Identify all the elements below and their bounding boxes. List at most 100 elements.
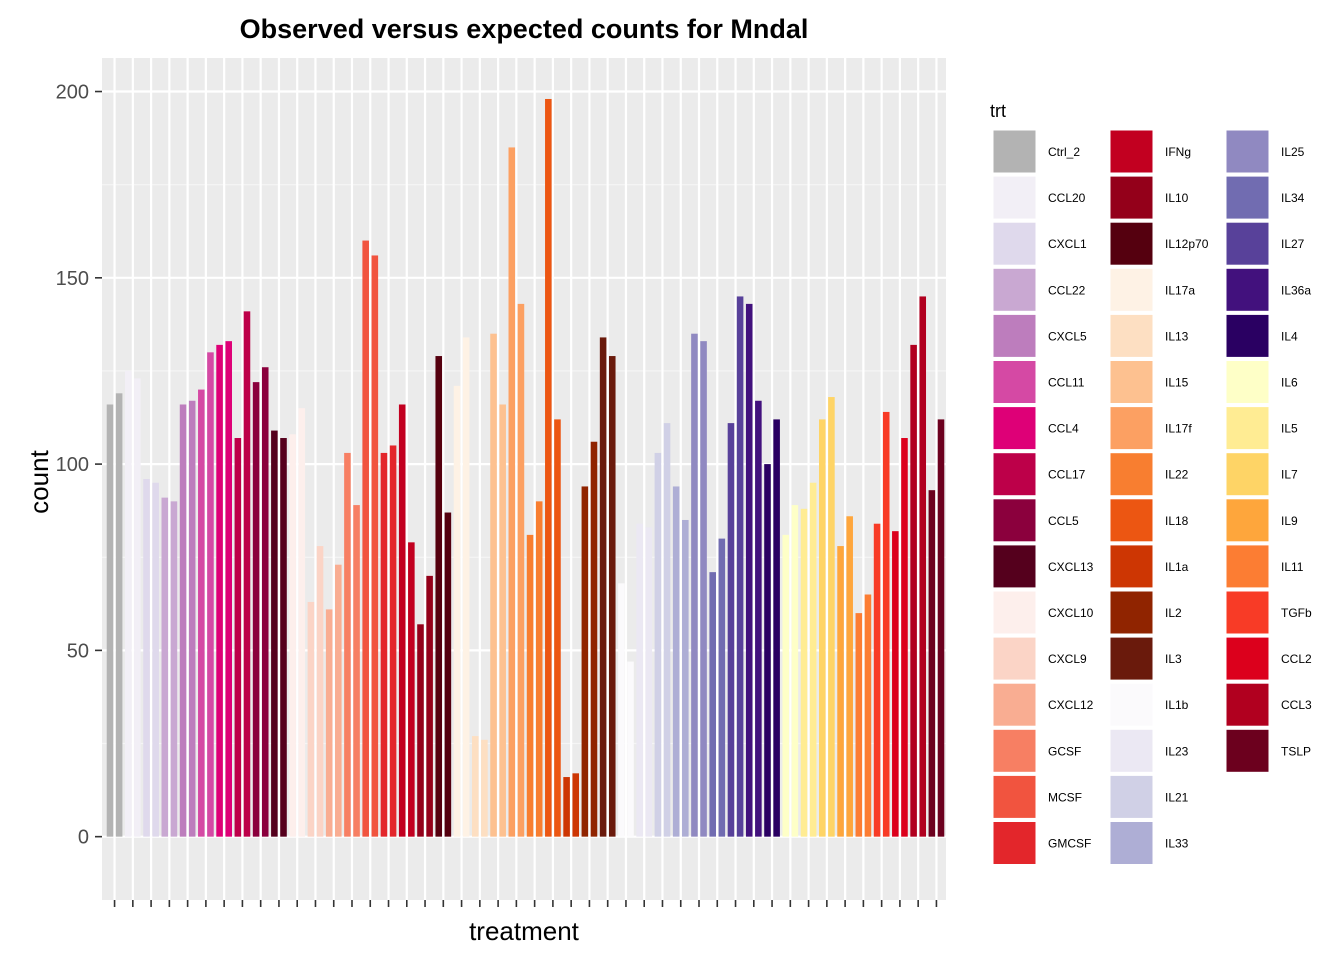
legend-key-CXCL10 bbox=[992, 590, 1037, 635]
legend-label-IL13: IL13 bbox=[1165, 329, 1189, 343]
bar-IL15 bbox=[490, 333, 497, 837]
bar-IL10 bbox=[426, 575, 433, 837]
legend-key-IL3 bbox=[1109, 636, 1154, 681]
legend-key-CXCL9 bbox=[992, 636, 1037, 681]
y-tick-label: 200 bbox=[56, 82, 89, 104]
bar-IL6 bbox=[791, 505, 799, 837]
bar-IL12p70 bbox=[435, 356, 443, 837]
legend-label-CCL17: CCL17 bbox=[1048, 468, 1086, 482]
bar-CCL22 bbox=[170, 501, 178, 837]
bar-IL17a bbox=[462, 337, 470, 837]
bar-CXCL5 bbox=[179, 404, 187, 837]
legend-key-CXCL13 bbox=[992, 544, 1037, 589]
legend-label-IL23: IL23 bbox=[1165, 744, 1189, 758]
legend-key-IL11 bbox=[1225, 544, 1270, 589]
bar-IL5 bbox=[809, 482, 817, 837]
legend-label-CCL4: CCL4 bbox=[1048, 422, 1079, 436]
bar-TSLP bbox=[937, 419, 945, 837]
legend-label-Ctrl_2: Ctrl_2 bbox=[1048, 145, 1080, 159]
x-axis-title: treatment bbox=[469, 916, 580, 946]
legend-label-IL1a: IL1a bbox=[1165, 560, 1189, 574]
legend-key-CCL20 bbox=[992, 175, 1037, 220]
legend-key-IL5 bbox=[1225, 406, 1270, 451]
bar-IL25 bbox=[691, 333, 698, 837]
legend-key-IL12p70 bbox=[1109, 221, 1154, 266]
bar-CXCL1 bbox=[152, 482, 159, 837]
bar-CCL17 bbox=[234, 438, 242, 837]
legend-key-IL13 bbox=[1109, 313, 1154, 358]
bar-CCL3 bbox=[919, 296, 927, 837]
legend-label-IL17a: IL17a bbox=[1165, 283, 1195, 297]
legend-key-IL6 bbox=[1225, 360, 1270, 404]
bar-IL3 bbox=[599, 337, 607, 837]
legend-label-TSLP: TSLP bbox=[1281, 744, 1311, 758]
legend-label-CXCL13: CXCL13 bbox=[1048, 560, 1094, 574]
legend-label-IL1b: IL1b bbox=[1165, 698, 1189, 712]
bar-CCL4 bbox=[225, 341, 232, 837]
legend-key-IL15 bbox=[1109, 360, 1154, 404]
bar-IL13 bbox=[471, 736, 479, 837]
bar-IL4 bbox=[764, 464, 771, 837]
bar-MCSF bbox=[362, 240, 369, 837]
legend-key-CCL3 bbox=[1225, 682, 1270, 727]
legend-title: trt bbox=[990, 101, 1006, 121]
legend-label-CCL22: CCL22 bbox=[1048, 283, 1086, 297]
bar-CCL11 bbox=[207, 352, 214, 837]
legend-key-IL25 bbox=[1225, 129, 1270, 174]
legend-label-CXCL9: CXCL9 bbox=[1048, 652, 1087, 666]
legend-key-CXCL12 bbox=[992, 682, 1037, 727]
bar-IL1b bbox=[618, 583, 625, 837]
legend-key-MCSF bbox=[992, 774, 1037, 819]
legend-label-CCL5: CCL5 bbox=[1048, 514, 1079, 528]
bar-IL10 bbox=[417, 624, 424, 837]
y-tick-label: 50 bbox=[67, 640, 89, 662]
bar-GCSF bbox=[344, 452, 351, 837]
legend-label-TGFb: TGFb bbox=[1281, 606, 1312, 620]
x-axis bbox=[113, 900, 938, 907]
legend-key-CXCL1 bbox=[992, 221, 1037, 266]
bar-IL27 bbox=[736, 296, 744, 837]
legend-key-CCL2 bbox=[1225, 636, 1270, 681]
bar-CXCL13 bbox=[280, 438, 287, 837]
legend-key-GMCSF bbox=[992, 821, 1037, 865]
legend-key-IL10 bbox=[1109, 175, 1154, 220]
legend-label-IL4: IL4 bbox=[1281, 329, 1298, 343]
legend-label-CXCL10: CXCL10 bbox=[1048, 606, 1094, 620]
y-axis-title: count bbox=[24, 449, 54, 513]
bar-MCSF bbox=[371, 255, 379, 837]
bar-Ctrl_2 bbox=[106, 404, 114, 837]
bar-IFNg bbox=[408, 542, 415, 837]
bar-TSLP bbox=[928, 490, 936, 837]
bar-IL2 bbox=[581, 486, 589, 837]
legend-key-IL17a bbox=[1109, 267, 1154, 312]
bar-CXCL9 bbox=[307, 601, 315, 837]
bar-IL17a bbox=[453, 385, 461, 837]
bar-IL17f bbox=[508, 147, 516, 837]
legend-key-IL27 bbox=[1225, 221, 1270, 266]
legend-label-CCL20: CCL20 bbox=[1048, 191, 1086, 205]
grid-lines bbox=[102, 58, 946, 900]
bar-CCL4 bbox=[216, 344, 223, 837]
legend-key-IL1b bbox=[1109, 682, 1154, 727]
legend-key-IL34 bbox=[1225, 175, 1270, 220]
bar-IL34 bbox=[718, 538, 726, 837]
bar-CCL20 bbox=[134, 378, 141, 837]
legend: trt Ctrl_2 CCL20 CXCL1 CCL22 CXCL5 CCL11 CCL4 C… bbox=[990, 101, 1312, 865]
bar-IL15 bbox=[499, 404, 506, 837]
bar-IL5 bbox=[800, 508, 808, 837]
bar-IL12p70 bbox=[444, 512, 452, 837]
legend-label-IL18: IL18 bbox=[1165, 514, 1189, 528]
y-tick-label: 150 bbox=[56, 268, 89, 290]
bar-CCL2 bbox=[892, 531, 899, 837]
bar-IL23 bbox=[636, 523, 643, 837]
legend-key-IL21 bbox=[1109, 774, 1154, 819]
bar-IL4 bbox=[773, 419, 780, 837]
legend-label-IL2: IL2 bbox=[1165, 606, 1182, 620]
bar-IL11 bbox=[864, 594, 872, 837]
legend-label-IL21: IL21 bbox=[1165, 790, 1189, 804]
legend-key-TGFb bbox=[1225, 590, 1270, 635]
bar-TGFb bbox=[873, 523, 881, 837]
bar-IL3 bbox=[608, 356, 616, 837]
bar-IL22 bbox=[526, 534, 534, 837]
bar-IL13 bbox=[481, 739, 488, 837]
